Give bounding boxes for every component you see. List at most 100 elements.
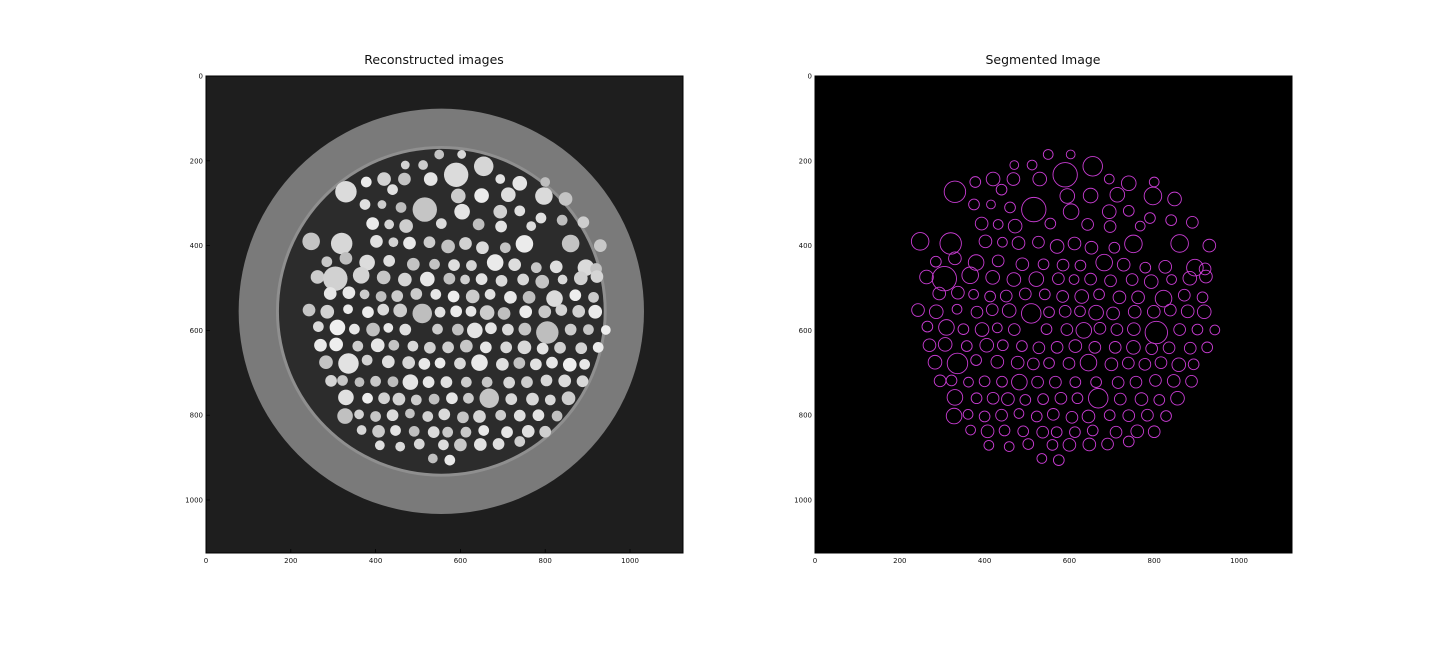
bead-contour: [1170, 390, 1185, 406]
bead-contour: [1166, 274, 1177, 285]
bead-contour: [979, 337, 994, 353]
bead: [359, 254, 375, 271]
bead: [423, 172, 438, 186]
bead-contour: [911, 303, 925, 317]
bead-contour: [1007, 323, 1021, 336]
bead: [522, 290, 536, 304]
bead-contour: [1084, 240, 1099, 255]
y-tick-label: 800: [190, 412, 203, 420]
bead: [428, 393, 440, 405]
bead-contour: [1068, 339, 1083, 353]
bead-contour: [919, 269, 934, 285]
bead: [407, 340, 419, 352]
bead: [569, 289, 582, 302]
bead-contour: [1122, 409, 1136, 422]
bead-contour: [922, 338, 937, 353]
bead-contour: [970, 392, 983, 405]
bead: [438, 439, 449, 451]
bead-contour: [1143, 186, 1163, 206]
bead: [561, 391, 576, 406]
bead: [593, 239, 607, 252]
bead: [577, 216, 590, 229]
bead: [319, 355, 333, 370]
bead: [539, 425, 552, 438]
bead-contour: [1173, 323, 1186, 336]
bead-contour: [1046, 439, 1059, 451]
bead: [413, 438, 425, 450]
bead-contour: [1065, 149, 1076, 160]
bead-contour: [1186, 215, 1199, 229]
bead: [535, 274, 550, 289]
bead: [536, 342, 549, 355]
x-tick-label: 0: [813, 557, 817, 565]
bead-contour: [1134, 220, 1146, 232]
bead: [481, 376, 493, 388]
bead: [325, 375, 337, 387]
bead: [554, 341, 566, 354]
bead-contour: [1027, 357, 1040, 371]
bead-contour: [1149, 374, 1162, 387]
bead-contour: [1006, 272, 1022, 287]
bead: [546, 290, 563, 307]
bead: [360, 176, 372, 188]
bead: [434, 357, 446, 369]
bead-contour: [1187, 358, 1200, 371]
bead: [359, 289, 370, 300]
bead: [465, 289, 480, 304]
bead-contour: [985, 303, 999, 316]
bead-contour: [1199, 269, 1213, 284]
bead: [576, 375, 589, 388]
bead-contour: [1036, 453, 1048, 464]
bead-contour: [1093, 321, 1107, 335]
bead-contour: [1021, 303, 1042, 324]
bead-contour: [1154, 356, 1168, 369]
bead: [342, 286, 356, 300]
bead-contour: [1111, 376, 1125, 389]
bead-contour: [946, 352, 969, 375]
bead: [497, 307, 511, 320]
bead: [588, 304, 603, 319]
bead: [600, 325, 611, 335]
bead-contour: [1127, 304, 1142, 319]
bead: [521, 376, 533, 388]
bead: [540, 177, 551, 187]
bead-contour: [1022, 438, 1035, 450]
bead-contour: [1125, 273, 1139, 286]
bead: [447, 290, 460, 303]
bead: [323, 287, 337, 300]
bead-contour: [1130, 424, 1145, 439]
bead-contour: [1026, 159, 1038, 171]
bead-contour: [1167, 191, 1182, 207]
bead: [443, 272, 456, 285]
bead-contour: [1101, 204, 1117, 219]
bead: [473, 410, 486, 423]
bead-contour: [1180, 304, 1195, 319]
bead-contour: [1164, 303, 1177, 317]
bead: [486, 254, 504, 271]
bead-contour: [1171, 357, 1187, 373]
bead-contour: [1146, 304, 1161, 319]
bead: [338, 353, 359, 374]
bead: [356, 425, 367, 435]
bead: [579, 358, 590, 370]
bead-contour: [1103, 173, 1115, 185]
bead-contour: [1084, 272, 1097, 286]
bead: [501, 426, 513, 439]
bead: [390, 425, 401, 436]
bead-contour: [980, 424, 995, 439]
bead-contour: [1074, 259, 1087, 272]
bead-contour: [1038, 288, 1051, 301]
bead-contour: [1004, 201, 1016, 214]
bead: [438, 408, 451, 421]
bead-contour: [1021, 196, 1047, 223]
bead: [383, 322, 394, 333]
bead: [484, 288, 496, 300]
bead-contour: [963, 376, 974, 388]
bead-contour: [992, 219, 1004, 230]
bead-contour: [1198, 262, 1212, 276]
bead-contour: [946, 389, 964, 406]
bead: [377, 172, 391, 186]
bead: [588, 291, 599, 303]
left-plot-title: Reconstructed images: [364, 52, 504, 67]
bead-contour: [927, 354, 943, 370]
